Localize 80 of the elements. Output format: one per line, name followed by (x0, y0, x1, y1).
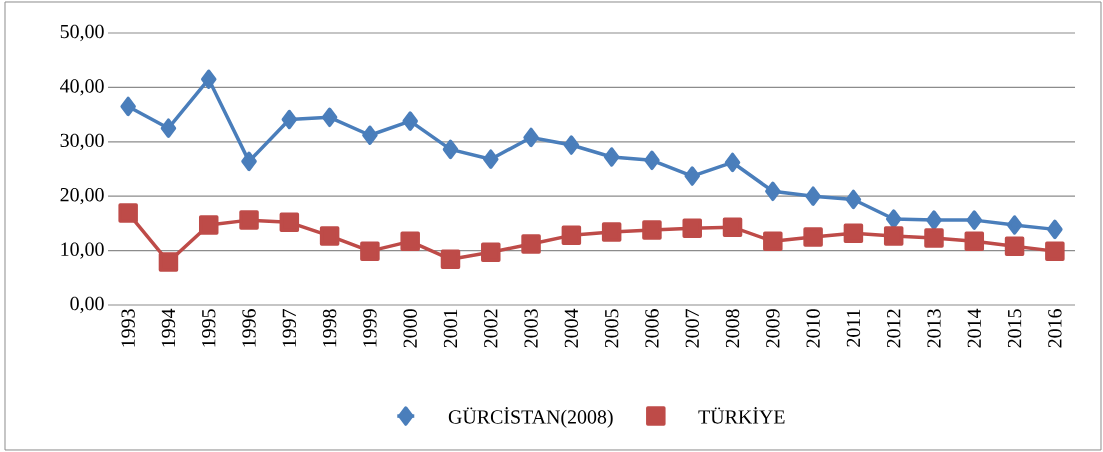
point (440, 249, 461, 270)
x-tick-label: 2004 (564, 308, 579, 348)
point (241, 151, 257, 172)
point (120, 96, 136, 117)
point (483, 149, 499, 169)
point (360, 241, 380, 261)
point (966, 210, 983, 230)
point (964, 231, 985, 252)
y-tick-label: 50,00 (60, 24, 104, 42)
point (481, 242, 501, 262)
point (926, 210, 942, 230)
x-tick-label: 2011 (846, 309, 861, 347)
point (845, 189, 862, 210)
point (601, 222, 622, 242)
y-tick-label: 10,00 (61, 242, 104, 259)
x-tick-label: 2005 (604, 309, 619, 348)
point (279, 212, 300, 233)
point (763, 231, 783, 252)
point (642, 220, 662, 240)
x-tick-label: 2008 (725, 309, 740, 348)
point (563, 135, 580, 155)
point (523, 127, 539, 148)
x-tick-label: 2009 (766, 309, 780, 348)
point (521, 234, 541, 254)
point (684, 166, 700, 186)
x-tick-label: 2003 (524, 309, 538, 348)
x-tick-label: 2007 (685, 309, 699, 348)
x-tick-label: 2001 (443, 309, 458, 348)
legend-label: TÜRKİYE (698, 407, 785, 424)
x-tick-label: 1998 (322, 309, 337, 347)
x-tick-label: 1996 (242, 309, 256, 347)
x-tick-label: 1999 (363, 309, 377, 347)
point (321, 107, 338, 128)
point (644, 150, 660, 171)
x-tick-label: 1995 (202, 309, 216, 347)
point (319, 226, 340, 246)
point (1045, 241, 1065, 261)
x-tick-label: 2006 (645, 309, 659, 348)
point (400, 231, 420, 252)
point (883, 226, 904, 246)
point (198, 215, 219, 235)
x-tick-label: 1994 (161, 308, 176, 347)
point (805, 186, 821, 206)
point (402, 111, 418, 131)
point (160, 118, 177, 138)
point (722, 217, 743, 237)
point (885, 209, 902, 229)
y-tick-label: 0,00 (70, 296, 104, 314)
x-tick-label: 2002 (484, 309, 498, 348)
point (724, 152, 741, 173)
point (281, 109, 298, 130)
x-tick-label: 2016 (1048, 309, 1062, 348)
point (200, 69, 217, 89)
y-tick-label: 40,00 (60, 79, 104, 96)
x-tick-label: 1993 (121, 309, 135, 347)
point (442, 139, 459, 160)
y-tick-label: 30,00 (60, 133, 104, 150)
point (803, 227, 823, 247)
x-tick-label: 2015 (1007, 309, 1022, 348)
point (765, 181, 781, 202)
x-tick-label: 2000 (403, 309, 417, 348)
point (239, 210, 259, 230)
point (924, 228, 944, 248)
legend-label: GÜRCİSTAN(2008) (448, 407, 613, 428)
x-tick-label: 2014 (967, 308, 981, 348)
point (1047, 219, 1063, 240)
point (843, 223, 864, 243)
point (362, 125, 378, 146)
point (118, 203, 138, 223)
point (603, 147, 620, 167)
point (158, 252, 179, 272)
y-tick-label: 20,00 (60, 188, 104, 205)
point (1006, 215, 1023, 235)
x-tick-label: 2012 (886, 309, 901, 348)
point (682, 218, 702, 239)
x-tick-label: 2010 (806, 309, 820, 348)
point (561, 225, 582, 246)
x-tick-label: 1997 (282, 309, 297, 347)
point (1004, 236, 1025, 256)
x-tick-label: 2013 (927, 309, 941, 348)
